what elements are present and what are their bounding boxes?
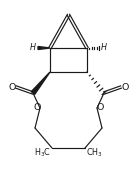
Text: H: H [30,44,36,53]
Text: O: O [33,103,41,112]
Text: H: H [101,44,107,53]
Polygon shape [38,47,50,49]
Text: CH$_3$: CH$_3$ [86,147,103,159]
Text: O: O [121,82,129,91]
Polygon shape [31,72,50,94]
Text: O: O [8,82,16,91]
Text: H$_3$C: H$_3$C [34,147,51,159]
Text: O: O [96,103,104,112]
